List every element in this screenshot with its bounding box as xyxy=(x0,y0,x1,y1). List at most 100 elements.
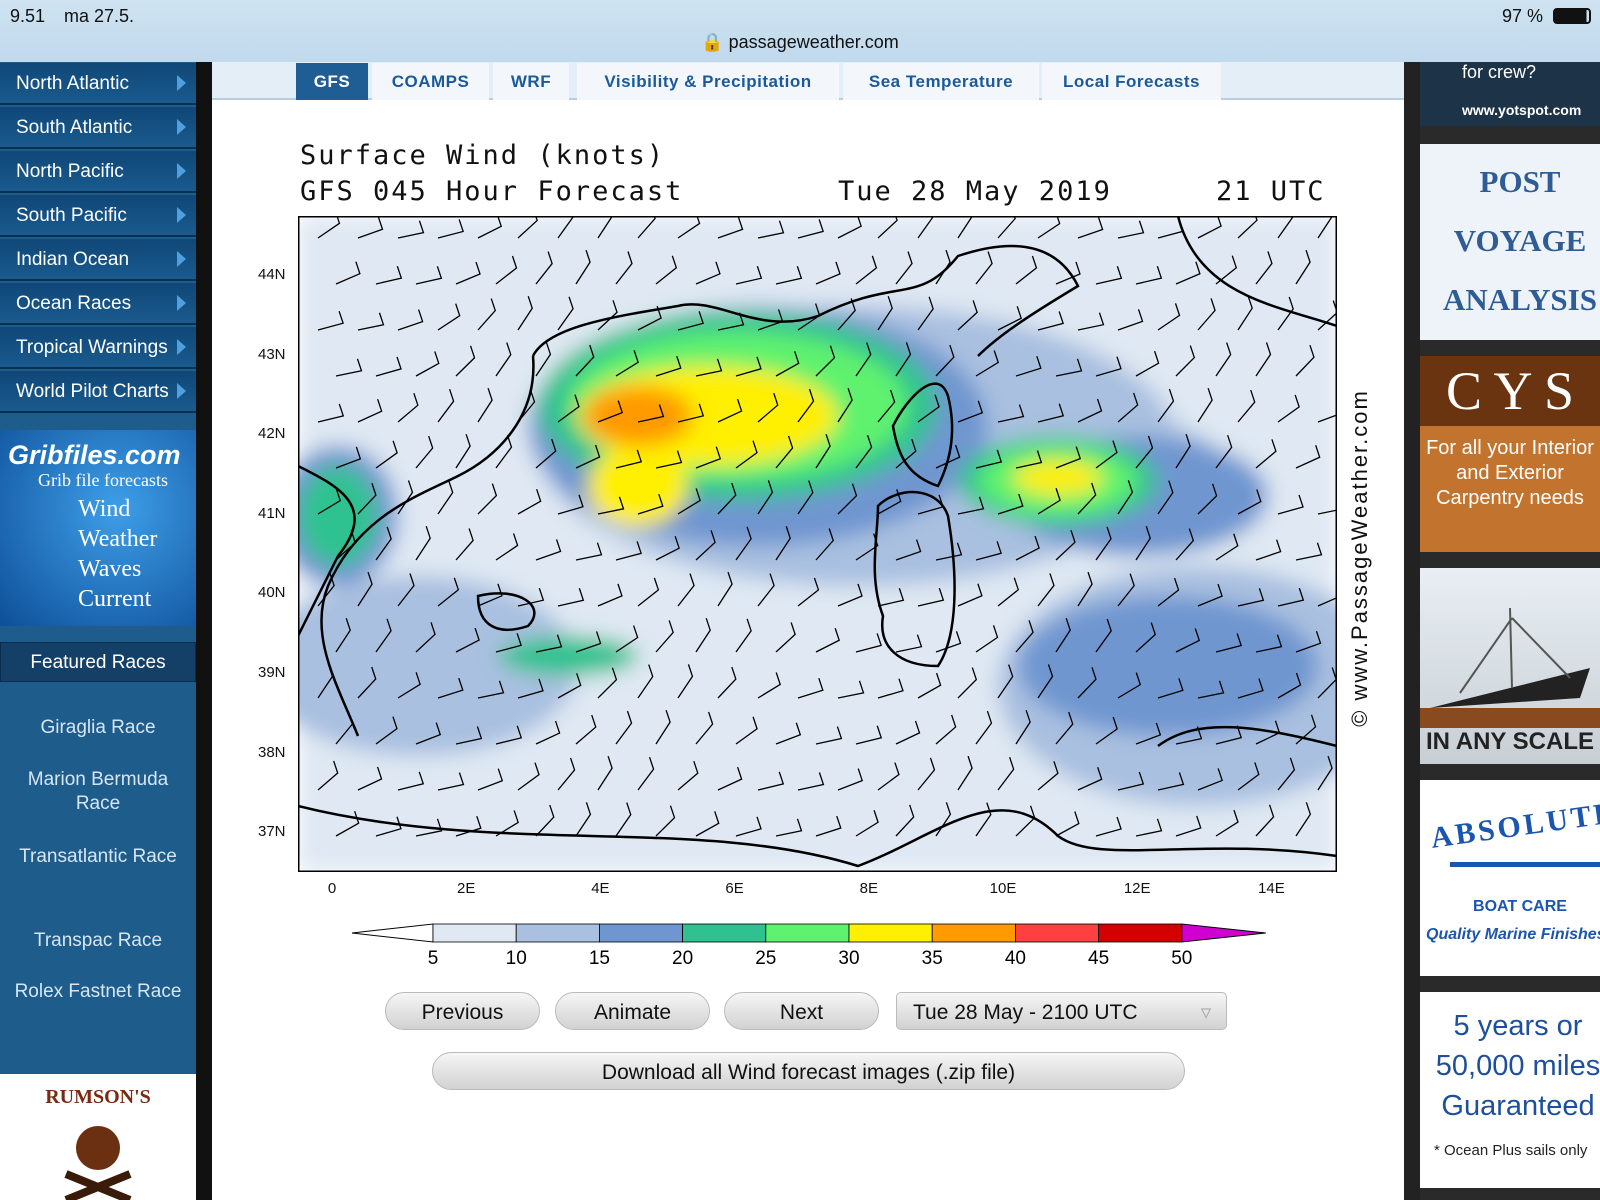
nav-item[interactable]: North Pacific xyxy=(0,151,196,193)
wind-barb xyxy=(757,771,785,791)
wind-barb xyxy=(1197,387,1213,423)
wind-barb xyxy=(495,725,523,745)
wind-barb xyxy=(815,261,841,285)
wind-barb xyxy=(1117,672,1142,699)
lon-label: 12E xyxy=(1123,880,1151,897)
wind-barb xyxy=(357,217,384,239)
wind-barb xyxy=(1055,261,1081,285)
wind-barb xyxy=(975,251,993,285)
ad-text: BOAT CARE xyxy=(1473,898,1567,915)
wind-barb xyxy=(415,435,434,469)
wind-barb xyxy=(477,387,493,423)
nav-item[interactable]: Ocean Races xyxy=(0,283,196,325)
wind-barb xyxy=(797,303,821,331)
wind-barb xyxy=(535,804,555,837)
wind-barb xyxy=(797,480,814,515)
tab[interactable]: GFS xyxy=(296,63,368,100)
wind-barb xyxy=(1295,344,1315,377)
wind-barb xyxy=(717,398,743,423)
ad-text: for crew? xyxy=(1462,62,1537,82)
dropdown-arrow: ▿ xyxy=(1200,1001,1212,1024)
wind-barb xyxy=(495,255,518,285)
animate-button[interactable]: Animate xyxy=(555,992,710,1030)
url-text: passageweather.com xyxy=(728,32,899,52)
wind-barb xyxy=(615,625,639,653)
wind-barb xyxy=(1175,433,1191,469)
nav-item[interactable]: South Pacific xyxy=(0,195,196,237)
wind-barb xyxy=(317,573,335,607)
cys-ad[interactable]: C Y S For all your Interior and Exterior… xyxy=(1420,356,1600,552)
tab[interactable]: COAMPS xyxy=(372,63,489,100)
nav-item[interactable]: World Pilot Charts xyxy=(0,371,196,413)
tab[interactable]: Visibility & Precipitation xyxy=(577,63,839,100)
wind-barb xyxy=(997,306,1022,331)
next-button[interactable]: Next xyxy=(724,992,879,1030)
wind-barb xyxy=(455,627,480,653)
wind-barb xyxy=(895,342,912,377)
wind-barb xyxy=(477,583,503,607)
race-link[interactable]: Transpac Race xyxy=(33,930,163,951)
absolute-ad[interactable]: ABSOLUTE BOAT CARE Quality Marine Finish… xyxy=(1420,780,1600,976)
download-button[interactable]: Download all Wind forecast images (.zip … xyxy=(432,1052,1185,1090)
nav-item[interactable]: North Atlantic xyxy=(0,63,196,105)
wind-barb xyxy=(1117,309,1144,331)
wind-barb xyxy=(535,438,557,469)
wind-barb xyxy=(695,358,723,377)
wind-barb xyxy=(1095,716,1118,745)
forecast-select[interactable]: Tue 28 May - 2100 UTC ▿ xyxy=(896,992,1227,1030)
wind-barb xyxy=(997,664,1014,699)
race-link[interactable]: Marion Bermuda Race xyxy=(27,769,169,814)
wind-barb xyxy=(877,296,893,331)
wind-barb xyxy=(855,255,878,285)
wind-barb xyxy=(1077,482,1097,515)
nav-item[interactable]: Tropical Warnings xyxy=(0,327,196,369)
tab[interactable]: WRF xyxy=(493,63,569,100)
wind-barb xyxy=(1077,767,1103,791)
wind-barb xyxy=(415,266,443,285)
ad-text: POST xyxy=(1479,164,1561,199)
tab[interactable]: Sea Temperature xyxy=(843,63,1039,100)
url[interactable]: 🔒 passageweather.com xyxy=(701,32,899,52)
scale-segment xyxy=(765,923,850,943)
wind-barb xyxy=(677,216,701,239)
wind-barb xyxy=(1095,356,1122,377)
scale-label: 45 xyxy=(1088,948,1109,969)
wind-barb xyxy=(375,618,392,653)
race-link[interactable]: Giraglia Race xyxy=(40,717,156,738)
wind-barb xyxy=(437,303,461,331)
scale-segment xyxy=(848,923,933,943)
wind-barb xyxy=(757,573,775,607)
lon-label: 4E xyxy=(591,880,610,897)
race-link[interactable]: Rolex Fastnet Race xyxy=(14,981,182,1002)
lat-label: 43N xyxy=(258,345,286,363)
grib-item: Current xyxy=(78,586,152,612)
race-link[interactable]: Transatlantic Race xyxy=(19,846,177,867)
wind-barb xyxy=(1317,597,1337,607)
wind-barb xyxy=(757,672,781,699)
wind-barb xyxy=(815,528,834,561)
rumsons-ad[interactable]: RUMSON'S xyxy=(0,1074,196,1200)
wind-barb xyxy=(597,667,618,699)
sails-ad[interactable]: 5 years or 50,000 miles Guaranteed * Ocean … xyxy=(1420,992,1600,1188)
previous-button[interactable]: Previous xyxy=(385,992,540,1030)
wind-barb xyxy=(695,618,711,653)
featured-heading: Featured Races xyxy=(0,642,196,682)
wind-barb xyxy=(1175,528,1195,561)
wind-barb xyxy=(775,722,802,745)
yotspot-ad[interactable]: for crew? www.yotspot.com xyxy=(1420,62,1600,126)
tab[interactable]: Local Forecasts xyxy=(1042,63,1221,100)
wind-barb xyxy=(1055,530,1076,561)
wind-barb xyxy=(1175,815,1202,837)
nav-item[interactable]: South Atlantic xyxy=(0,107,196,149)
model-ad[interactable]: IN ANY SCALE xyxy=(1420,568,1600,764)
nav-item[interactable]: Indian Ocean xyxy=(0,239,196,281)
wind-barb xyxy=(855,533,879,561)
wind-barb xyxy=(837,680,865,699)
wind-barb xyxy=(317,488,342,515)
wind-barb xyxy=(1135,622,1157,653)
gribfiles-ad[interactable]: Gribfiles.com Grib file forecasts Wind We… xyxy=(0,430,196,626)
wind-barb xyxy=(1037,488,1061,515)
wind-barb xyxy=(1277,296,1294,331)
wind-barb xyxy=(597,496,625,515)
post-voyage-ad[interactable]: POST VOYAGE ANALYSIS xyxy=(1420,144,1600,340)
